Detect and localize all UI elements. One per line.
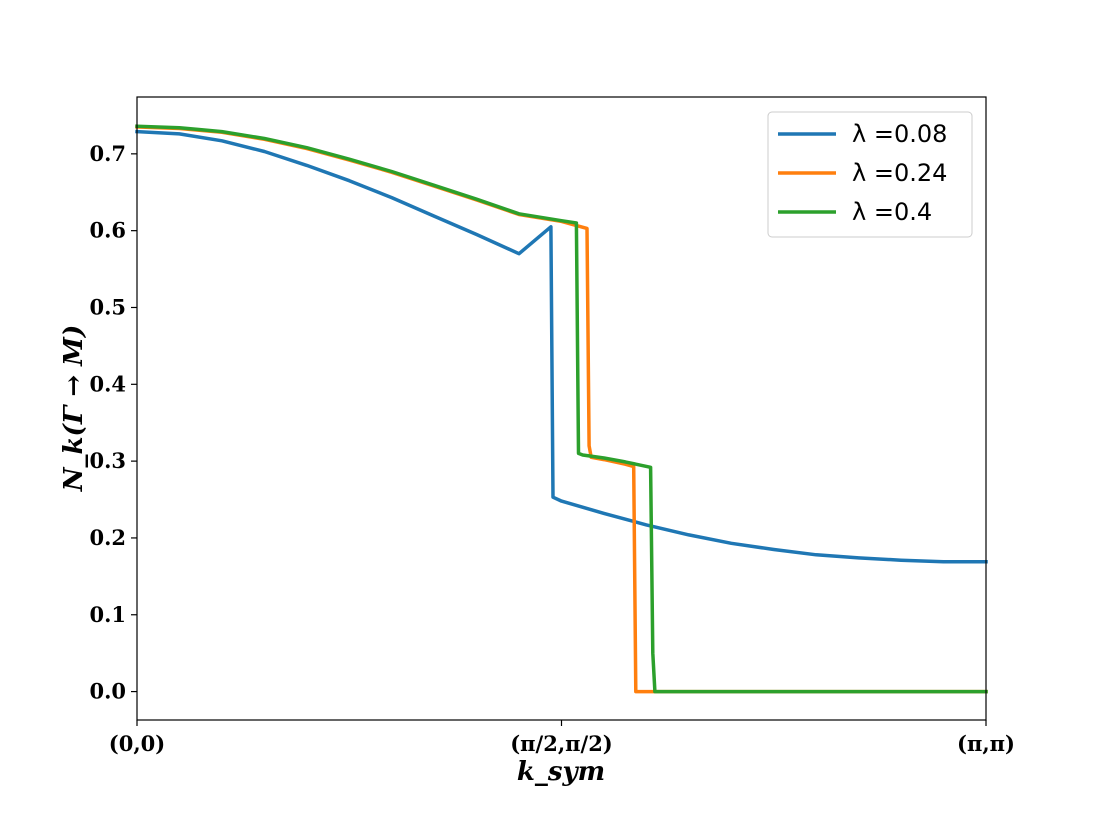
x-axis: (0,0) (π/2,π/2) (π,π) bbox=[109, 720, 1015, 756]
series-layer bbox=[135, 124, 988, 694]
legend-label-2: λ =0.24 bbox=[852, 159, 947, 187]
y-tick-label: 0.6 bbox=[89, 218, 126, 243]
x-tick-label: (0,0) bbox=[109, 731, 165, 756]
y-tick-label: 0.5 bbox=[89, 294, 126, 319]
y-tick-label: 0.1 bbox=[89, 602, 126, 627]
legend-box bbox=[767, 111, 973, 238]
x-tick-label: (π,π) bbox=[957, 731, 1015, 756]
legend: λ =0.08 λ =0.24 λ =0.4 bbox=[767, 111, 973, 238]
legend-label-3: λ =0.4 bbox=[852, 198, 932, 226]
series-line-1 bbox=[135, 129, 988, 564]
x-axis-label: k_sym bbox=[517, 757, 605, 787]
y-tick-label: 0.0 bbox=[89, 679, 126, 704]
legend-label-1: λ =0.08 bbox=[852, 120, 947, 148]
y-axis: 0.0 0.1 0.2 0.3 0.4 0.5 0.6 0.7 bbox=[89, 141, 137, 704]
y-tick-label: 0.3 bbox=[89, 448, 126, 473]
y-tick-label: 0.2 bbox=[89, 525, 126, 550]
series-line-3 bbox=[135, 124, 988, 694]
x-tick-label: (π/2,π/2) bbox=[510, 731, 613, 756]
y-tick-label: 0.4 bbox=[89, 371, 126, 396]
y-axis-label: N_k(Γ → M) bbox=[59, 325, 89, 493]
y-tick-label: 0.7 bbox=[89, 141, 126, 166]
